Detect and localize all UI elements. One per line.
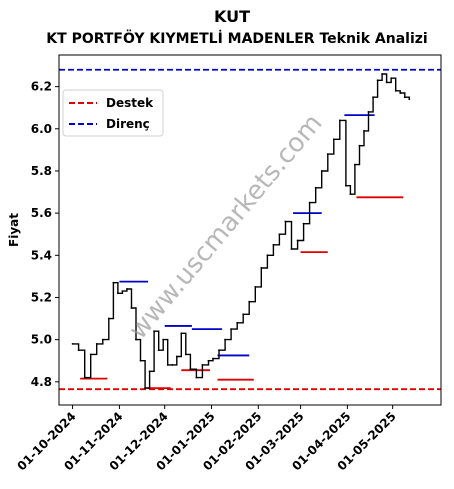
chart-title: KUT: [214, 7, 250, 26]
price-point: [175, 355, 178, 358]
price-point: [126, 288, 128, 290]
price-line: [72, 73, 410, 389]
price-point: [195, 376, 198, 379]
price-point: [130, 307, 133, 309]
price-point: [338, 119, 341, 122]
price-point: [408, 98, 411, 101]
price-point: [296, 239, 299, 242]
price-point: [266, 254, 269, 257]
price-point: [376, 79, 379, 82]
price-point: [248, 300, 251, 303]
price-point: [212, 357, 214, 360]
y-axis-label: Fiyat: [7, 213, 21, 247]
plot-area: [59, 68, 441, 391]
price-point: [166, 364, 169, 366]
price-point: [224, 338, 226, 341]
price-point: [77, 349, 80, 352]
y-tick-label: 5.2: [31, 290, 52, 304]
price-point: [254, 286, 257, 288]
price-point: [385, 81, 388, 84]
price-point: [184, 353, 187, 356]
x-axis: 01-10-202401-11-202401-12-202401-01-2025…: [15, 405, 399, 473]
price-point: [95, 342, 98, 345]
price-point: [372, 96, 374, 99]
chart-subtitle: KT PORTFÖY KIYMETLİ MADENLER Teknik Anal…: [46, 29, 427, 47]
price-point: [112, 281, 115, 284]
price-point: [278, 233, 281, 236]
price-point: [83, 376, 86, 379]
price-point: [284, 220, 287, 223]
price-point: [71, 342, 74, 345]
price-point: [358, 144, 361, 147]
price-point: [116, 292, 119, 295]
plot-frame: [58, 54, 442, 406]
price-point: [403, 96, 406, 99]
legend: Destek Direnç: [62, 89, 164, 137]
watermark: www.uscmarkets.com: [123, 109, 328, 346]
price-point: [148, 370, 151, 373]
price-point: [157, 349, 160, 352]
price-point: [236, 321, 239, 324]
y-axis: 4.8 5.0 5.2 5.4 5.6 5.8 6.0 6.2: [31, 80, 59, 389]
price-point: [189, 368, 192, 371]
price-point: [314, 186, 317, 189]
price-point: [399, 92, 402, 94]
price-point: [326, 153, 329, 155]
price-point: [89, 353, 92, 356]
price-point: [207, 359, 210, 362]
y-tick-label: 4.8: [31, 375, 52, 389]
price-point: [201, 364, 204, 366]
price-point: [153, 330, 156, 333]
price-point: [302, 222, 305, 225]
price-point: [363, 130, 365, 132]
price-point: [230, 328, 233, 330]
price-point: [180, 332, 183, 335]
y-tick-label: 5.6: [31, 206, 52, 220]
y-tick-label: 5.8: [31, 164, 52, 178]
price-point: [390, 77, 393, 80]
y-tick-label: 6.2: [31, 80, 52, 94]
price-point: [332, 138, 335, 141]
price-point: [344, 184, 347, 187]
price-point: [260, 267, 263, 269]
price-point: [162, 338, 165, 341]
price-point: [139, 359, 142, 362]
price-point: [367, 111, 370, 113]
legend-label-destek: Destek: [106, 96, 154, 110]
y-tick-label: 5.0: [31, 333, 52, 347]
price-point: [144, 387, 146, 390]
price-point: [218, 349, 220, 352]
price-point: [354, 163, 356, 166]
y-tick-label: 5.4: [31, 248, 52, 262]
price-point: [135, 338, 137, 341]
y-tick-label: 6.0: [31, 122, 52, 136]
legend-label-direnc: Direnç: [106, 117, 150, 131]
price-point: [349, 193, 352, 196]
price-point: [171, 364, 174, 366]
price-point: [290, 248, 293, 250]
price-point: [242, 313, 245, 316]
price-point: [107, 317, 110, 320]
price-point: [272, 243, 275, 246]
price-point: [308, 201, 311, 204]
price-point: [381, 73, 384, 75]
price-point: [101, 338, 104, 341]
price-point: [121, 290, 124, 293]
price-point: [320, 170, 323, 172]
price-point: [394, 89, 397, 92]
